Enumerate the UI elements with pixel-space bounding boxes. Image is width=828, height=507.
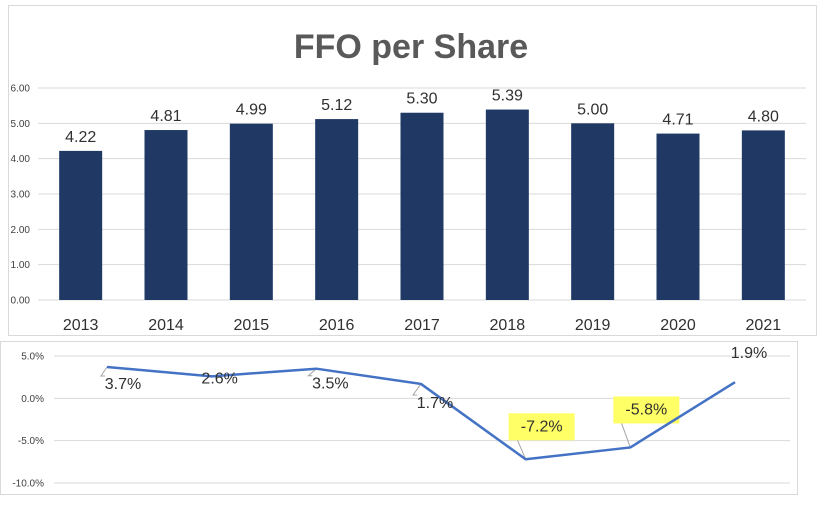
y-tick-label: 5.00	[11, 119, 31, 130]
y-tick-label: -5.0%	[18, 436, 44, 447]
x-tick-label: 2020	[660, 317, 696, 334]
chart-title: FFO per Share	[294, 28, 528, 66]
bar	[485, 109, 529, 300]
bar-data-label: 4.99	[236, 102, 267, 119]
y-tick-label: 1.00	[11, 260, 31, 271]
y-tick-label: 3.00	[11, 190, 31, 201]
label-leader-line	[100, 366, 108, 377]
bar	[315, 119, 359, 301]
bar-data-label: 4.81	[150, 108, 181, 125]
y-tick-label: 4.00	[11, 154, 31, 165]
x-tick-label: 2015	[234, 317, 270, 334]
bar	[741, 130, 785, 300]
growth-series-line	[106, 365, 736, 461]
label-highlight	[613, 396, 680, 424]
line-data-label: 3.7%	[105, 376, 141, 393]
bar	[229, 123, 273, 300]
x-tick-label: 2013	[63, 317, 99, 334]
label-leader-line	[307, 368, 317, 377]
y-tick-label: 0.00	[11, 296, 31, 307]
bar-data-label: 5.00	[577, 101, 608, 118]
bar-data-label: 4.22	[65, 129, 96, 146]
y-tick-label: 0.0%	[21, 394, 44, 405]
bar	[144, 130, 188, 300]
bar	[571, 123, 615, 300]
bar	[400, 112, 444, 300]
line-data-label: 3.5%	[312, 376, 348, 393]
label-highlight	[508, 413, 575, 441]
line-data-label: -5.8%	[625, 401, 667, 418]
x-tick-label: 2018	[490, 317, 526, 334]
bar	[656, 133, 700, 300]
x-tick-label: 2017	[404, 317, 440, 334]
bar-data-label: 5.12	[321, 97, 352, 114]
ffo-bar-chart: FFO per Share 0.00 1.00 2.00 3.00 4.00 5.00 6.…	[8, 5, 817, 336]
x-tick-label: 2021	[746, 317, 782, 334]
bar-data-label: 5.30	[406, 91, 437, 108]
line-data-label: 1.7%	[417, 395, 453, 412]
bar-data-label: 4.71	[662, 112, 693, 129]
growth-line-chart: -10.0% -5.0% 0.0% 5.0% 3.7% 2.6% 3.5% 1.7% -7.2…	[0, 341, 798, 495]
bar-data-label: 4.80	[748, 108, 779, 125]
y-tick-label: 2.00	[11, 225, 31, 236]
line-data-label: -7.2%	[521, 418, 563, 435]
label-leader-line	[412, 383, 422, 396]
x-tick-label: 2019	[575, 317, 611, 334]
y-tick-label: 5.0%	[21, 352, 44, 363]
line-data-label: 1.9%	[731, 345, 767, 362]
bar-data-label: 5.39	[492, 88, 523, 105]
x-tick-label: 2014	[148, 317, 184, 334]
y-tick-label: 6.00	[11, 84, 31, 95]
y-tick-label: -10.0%	[12, 479, 44, 490]
x-tick-label: 2016	[319, 317, 355, 334]
line-data-label: 2.6%	[201, 370, 237, 387]
bar	[59, 150, 103, 300]
